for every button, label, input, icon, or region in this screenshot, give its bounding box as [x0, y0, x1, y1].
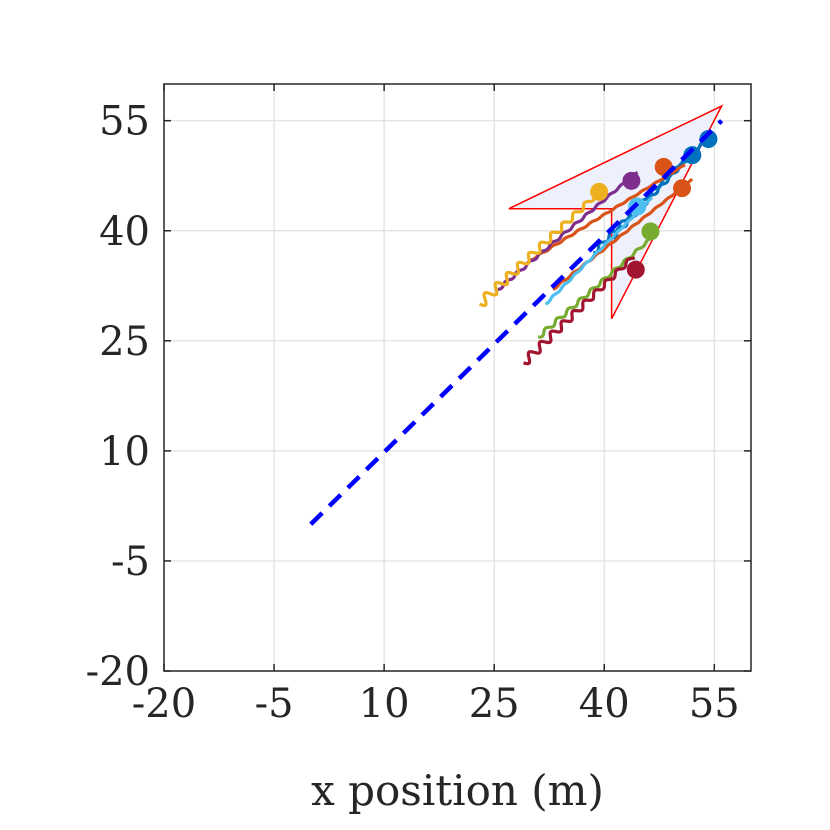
- x-tick-label: 55: [689, 681, 740, 727]
- agent-marker-2: [683, 146, 702, 165]
- agent-marker-6: [590, 182, 609, 201]
- x-tick-label: -20: [132, 681, 196, 727]
- trajectory-5: [497, 171, 639, 291]
- y-tick-label: -20: [86, 649, 150, 695]
- trajectory-7: [544, 196, 653, 306]
- trajectory-3: [530, 163, 686, 262]
- x-tick-label: 40: [579, 681, 630, 727]
- x-axis-label: x position (m): [311, 766, 604, 815]
- trajectory-4: [552, 177, 694, 291]
- reference-path-line: [309, 119, 724, 526]
- y-tick-label: 10: [99, 429, 150, 475]
- y-tick-label: 40: [99, 209, 150, 255]
- y-tick-label: -5: [111, 539, 150, 585]
- agent-marker-5: [622, 171, 641, 190]
- y-tick-label: 55: [99, 99, 150, 145]
- y-tick-label: 25: [99, 319, 150, 365]
- x-tick-label: 25: [469, 681, 520, 727]
- agent-marker-8: [641, 222, 660, 241]
- trajectory-6: [478, 191, 598, 308]
- x-tick-label: 10: [359, 681, 410, 727]
- agent-marker-9: [626, 260, 645, 279]
- agent-marker-4: [673, 179, 692, 198]
- reference-path: [309, 119, 724, 526]
- x-tick-label: -5: [255, 681, 294, 727]
- axis-ticks: -20 -5 10 25 40 55 -20 -5 10 25 40 55: [86, 84, 751, 727]
- agent-marker-1: [699, 130, 718, 149]
- trajectory-8: [538, 233, 658, 339]
- series-group: [478, 136, 711, 366]
- plot-frame: [163, 83, 752, 672]
- trajectory-9: [523, 256, 636, 366]
